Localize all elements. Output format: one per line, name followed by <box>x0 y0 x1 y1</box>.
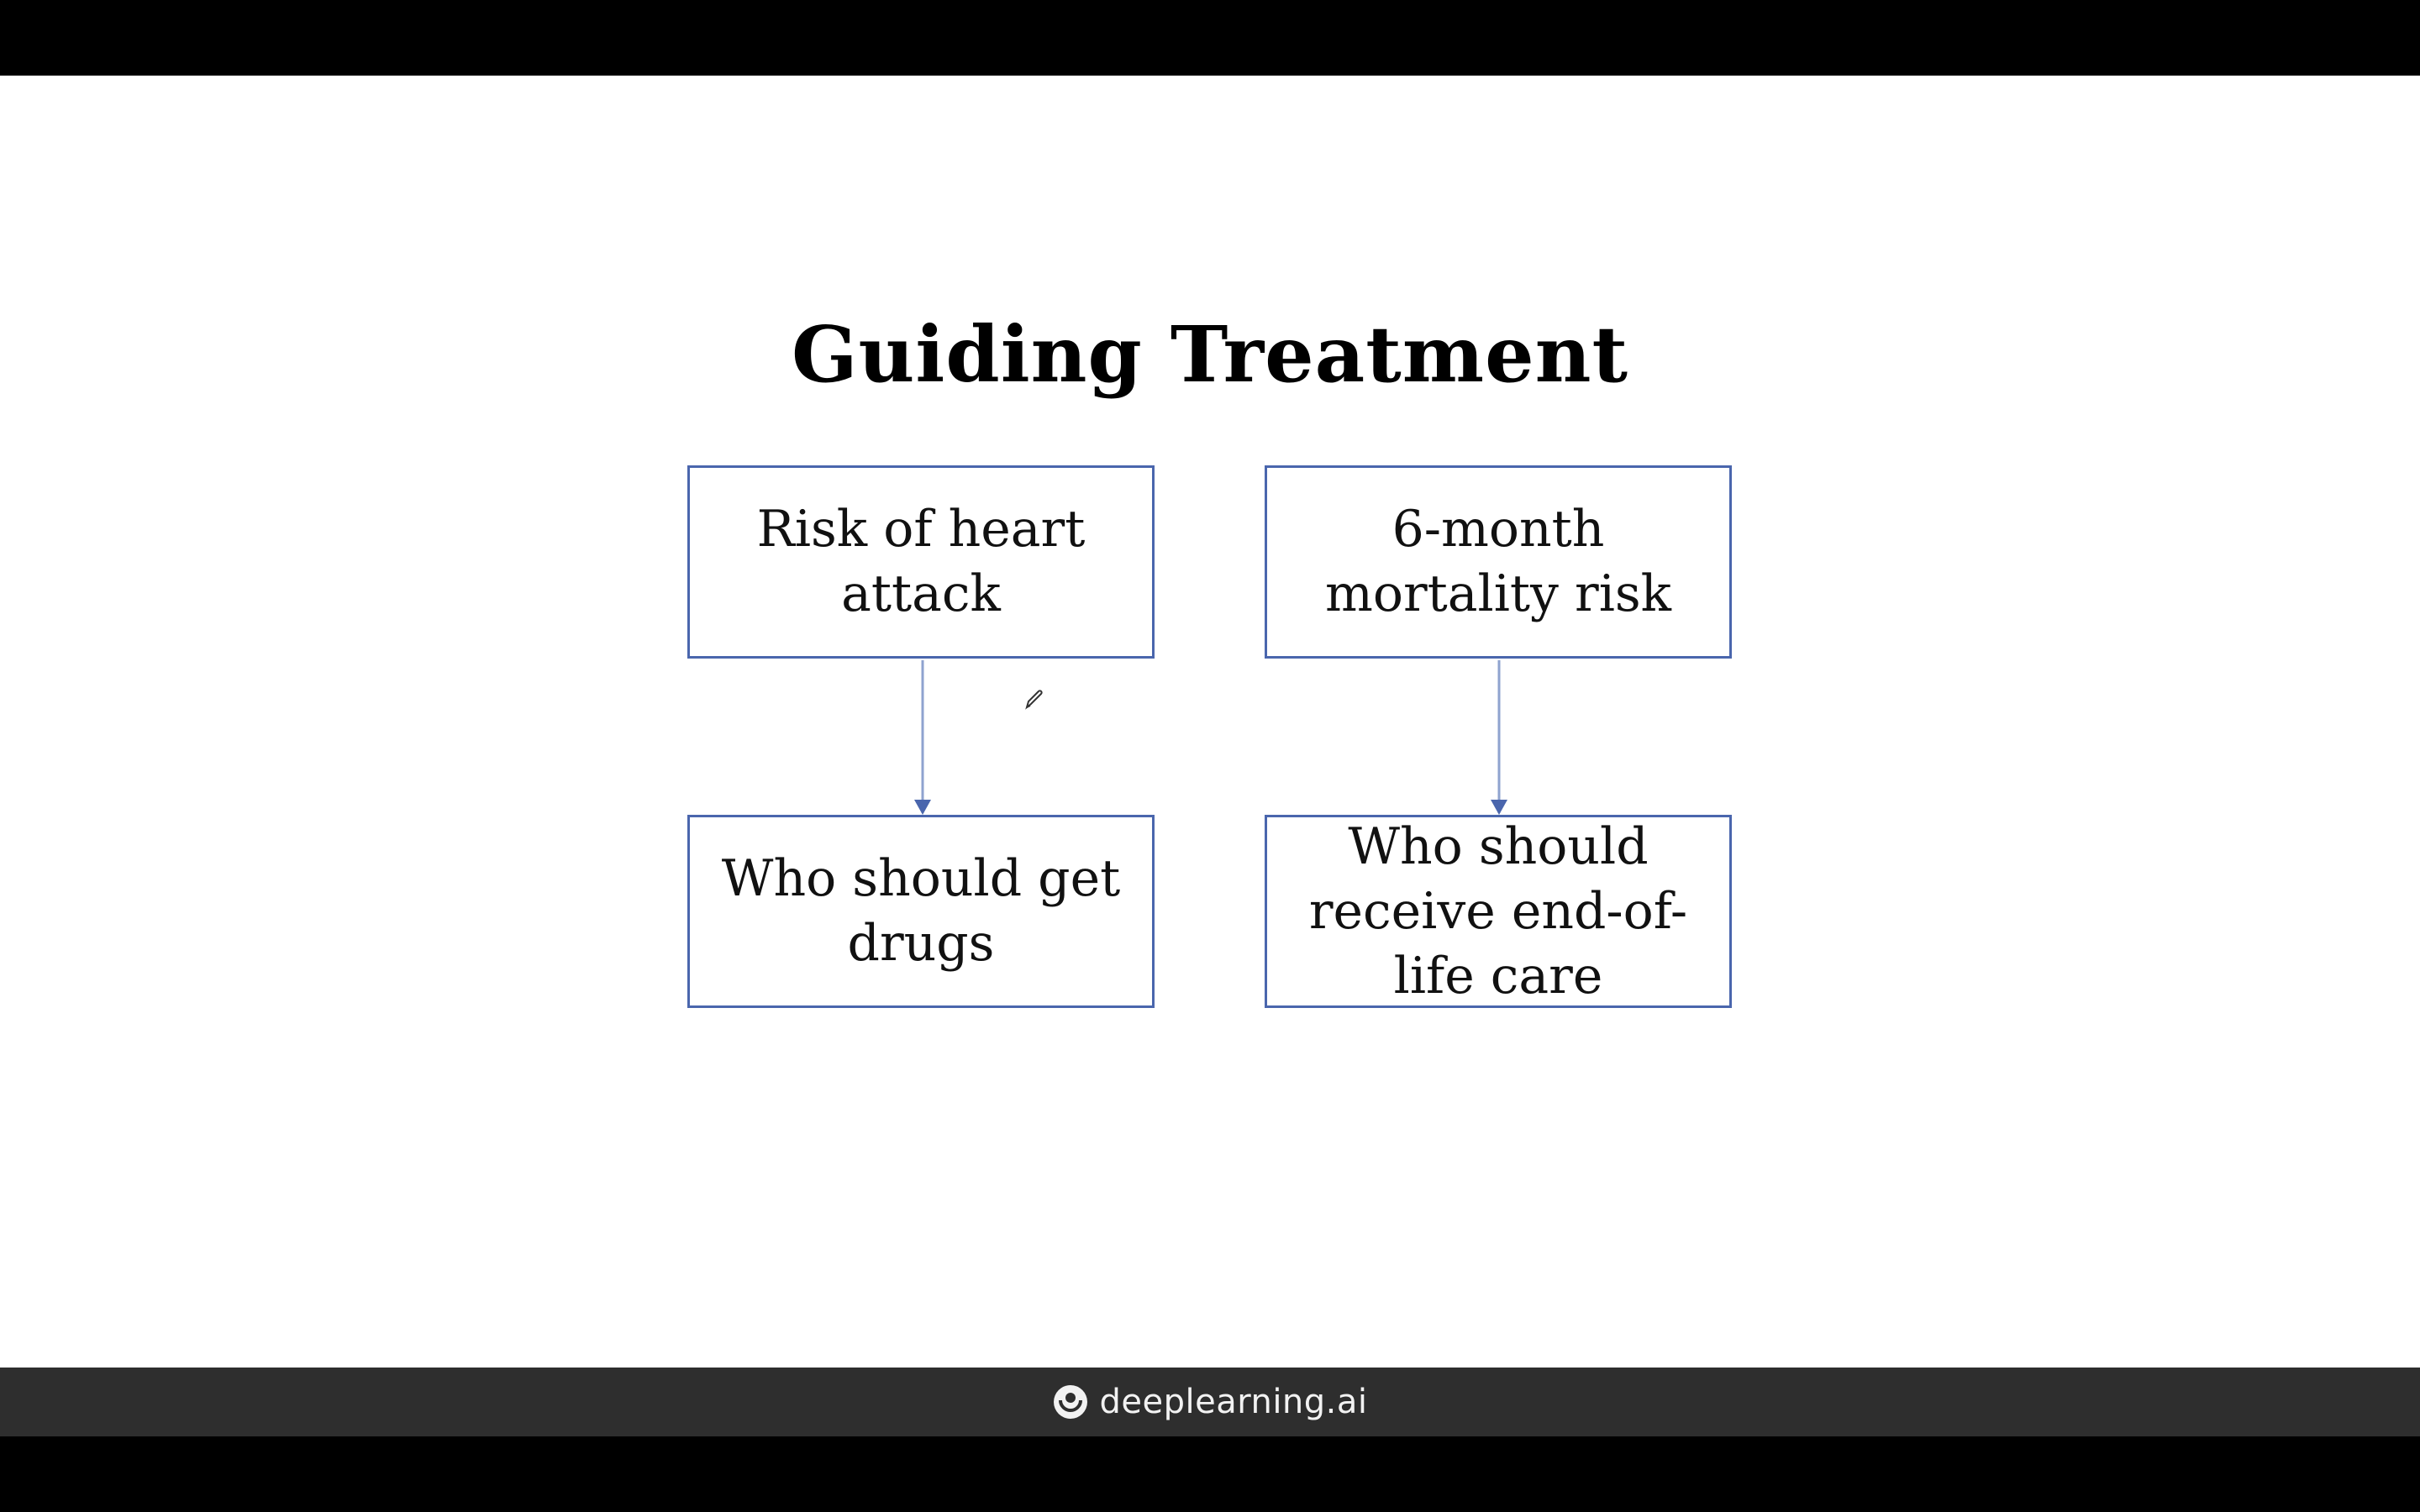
node-label: Who should receive end-of- life care <box>1308 816 1688 1005</box>
brand-name: deeplearning.ai <box>1099 1383 1368 1421</box>
deeplearning-logo-icon <box>1054 1385 1088 1419</box>
brand: deeplearning.ai <box>1052 1383 1367 1421</box>
node-label: Who should get drugs <box>721 849 1121 973</box>
node-label: 6-month mortality risk <box>1324 500 1672 623</box>
node-end-of-life-care: Who should receive end-of- life care <box>1265 815 1732 1008</box>
pen-cursor-icon <box>1025 690 1043 710</box>
node-risk-of-heart-attack: Risk of heart attack <box>687 465 1155 659</box>
slide-title: Guiding Treatment <box>791 309 1629 400</box>
slide <box>0 76 2420 1368</box>
node-mortality-risk: 6-month mortality risk <box>1265 465 1732 659</box>
node-who-should-get-drugs: Who should get drugs <box>687 815 1155 1008</box>
node-label: Risk of heart attack <box>756 500 1086 623</box>
arrowhead-left <box>914 800 931 815</box>
bottom-letterbox <box>0 1436 2420 1512</box>
arrowhead-right <box>1491 800 1507 815</box>
footer-bar: deeplearning.ai <box>0 1368 2420 1436</box>
top-letterbox <box>0 0 2420 76</box>
